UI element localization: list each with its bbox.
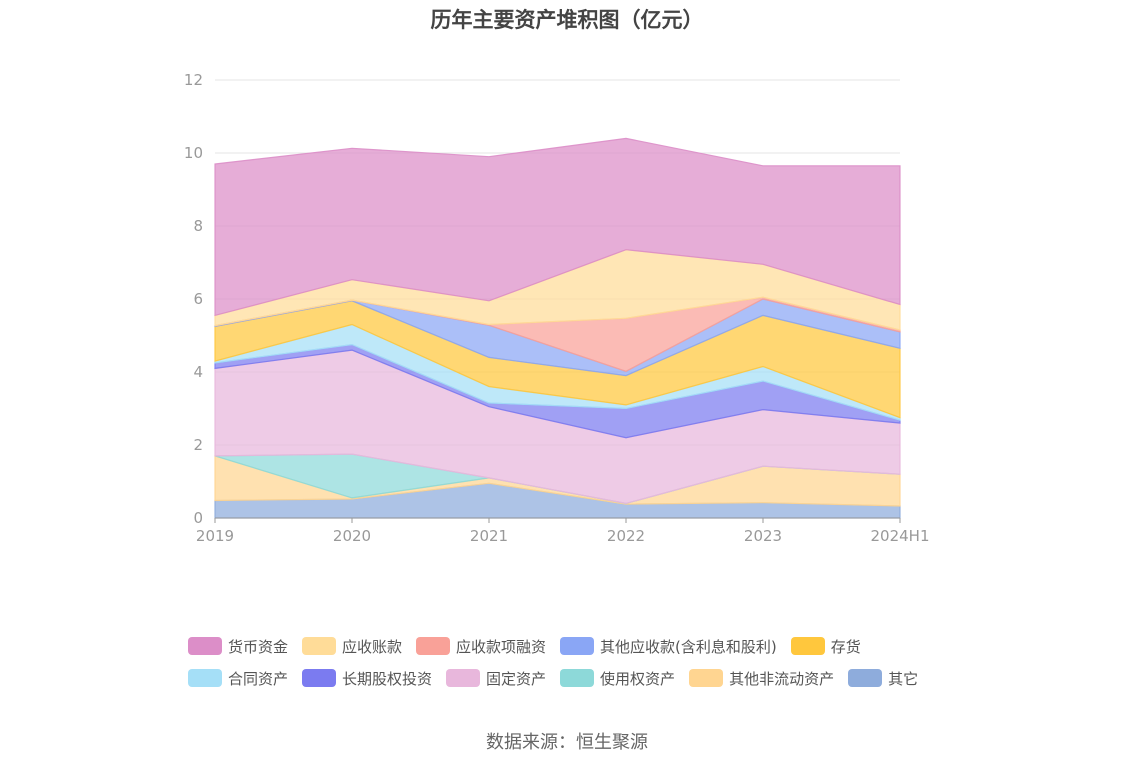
legend-swatch [302, 637, 337, 655]
x-tick-label: 2022 [607, 527, 645, 545]
area-series [214, 137, 901, 519]
y-tick-label: 8 [193, 217, 203, 235]
x-tick-label: 2023 [744, 527, 782, 545]
legend-label: 其它 [888, 669, 919, 688]
legend-row: 合同资产 长期股权投资 固定资产 使用权资产 其他非流动资产 其它 [188, 662, 988, 694]
legend-item[interactable]: 长期股权投资 [302, 668, 432, 689]
legend-label: 货币资金 [228, 637, 289, 656]
legend-label: 应收款项融资 [456, 637, 547, 656]
y-tick-label: 2 [193, 436, 203, 454]
y-tick-label: 12 [184, 71, 203, 89]
legend-item[interactable]: 固定资产 [446, 668, 546, 689]
legend-label: 存货 [830, 637, 861, 656]
legend-label: 合同资产 [228, 669, 289, 688]
y-tick-label: 0 [193, 509, 203, 527]
legend-label: 其他非流动资产 [729, 669, 835, 688]
legend-item[interactable]: 应收款项融资 [416, 636, 546, 657]
legend-label: 其他应收款(含利息和股利) [600, 637, 777, 656]
legend-label: 应收账款 [342, 637, 403, 656]
x-tick-label: 2021 [470, 527, 508, 545]
chart-title: 历年主要资产堆积图（亿元） [430, 8, 704, 32]
legend-swatch [188, 637, 222, 655]
legend-swatch [188, 669, 222, 687]
legend-swatch [560, 669, 595, 687]
legend-swatch [848, 669, 883, 687]
legend-label: 使用权资产 [600, 669, 676, 688]
legend-label: 固定资产 [486, 669, 547, 688]
legend-row: 货币资金 应收账款 应收款项融资 其他应收款(含利息和股利) 存货 [188, 630, 988, 662]
x-tick-label: 2019 [196, 527, 234, 545]
legend-item[interactable]: 其他非流动资产 [689, 668, 834, 689]
legend-item[interactable]: 合同资产 [188, 668, 288, 689]
legend-label: 长期股权投资 [342, 669, 433, 688]
x-tick-label: 2020 [333, 527, 371, 545]
legend-item[interactable]: 应收账款 [302, 636, 402, 657]
legend-swatch [689, 669, 724, 687]
legend-swatch [302, 669, 337, 687]
source-note: 数据来源：恒生聚源 [486, 732, 648, 753]
legend: 货币资金 应收账款 应收款项融资 其他应收款(含利息和股利) 存货合同资产 长期股权投资 固… [188, 630, 988, 694]
y-tick-label: 10 [184, 144, 203, 162]
legend-item[interactable]: 存货 [790, 636, 861, 657]
x-tick-label: 2024H1 [871, 527, 930, 545]
legend-item[interactable]: 其它 [848, 668, 918, 689]
legend-swatch [446, 669, 481, 687]
legend-swatch [416, 637, 451, 655]
legend-item[interactable]: 货币资金 [188, 636, 288, 657]
legend-item[interactable]: 使用权资产 [560, 668, 675, 689]
y-tick-label: 4 [193, 363, 203, 381]
y-tick-label: 6 [193, 290, 203, 308]
legend-item[interactable]: 其他应收款(含利息和股利) [560, 636, 777, 657]
axes: 0 2 4 6 8 10 12 2019 2020 2021 2022 2023 2024H1 [184, 71, 930, 545]
legend-swatch [790, 637, 825, 655]
area-series-货币资金 [214, 137, 901, 317]
legend-swatch [560, 637, 595, 655]
